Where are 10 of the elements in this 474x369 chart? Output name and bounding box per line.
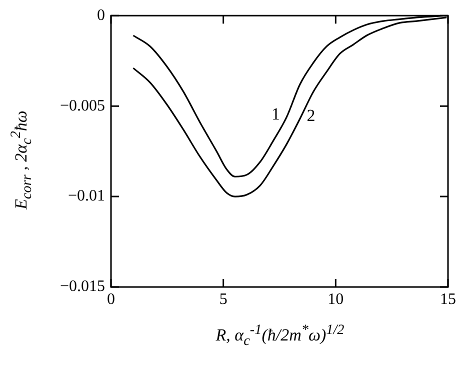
y-tick-label: −0.01 <box>68 188 105 205</box>
series-label: 1 <box>271 104 280 124</box>
y-tick-label: −0.005 <box>60 97 105 114</box>
x-axis-title: R, α$_{c}$$^{-1}$(ħ/2m$^{*}$ω)$^{1/2}$ <box>216 322 344 350</box>
y-tick-label: −0.015 <box>60 278 105 296</box>
x-tick-label: 10 <box>328 290 344 308</box>
series-label: 2 <box>306 106 316 126</box>
y-tick-label: 0 <box>97 6 105 24</box>
x-tick-label: 5 <box>219 290 228 308</box>
x-tick-label: 15 <box>440 290 456 308</box>
